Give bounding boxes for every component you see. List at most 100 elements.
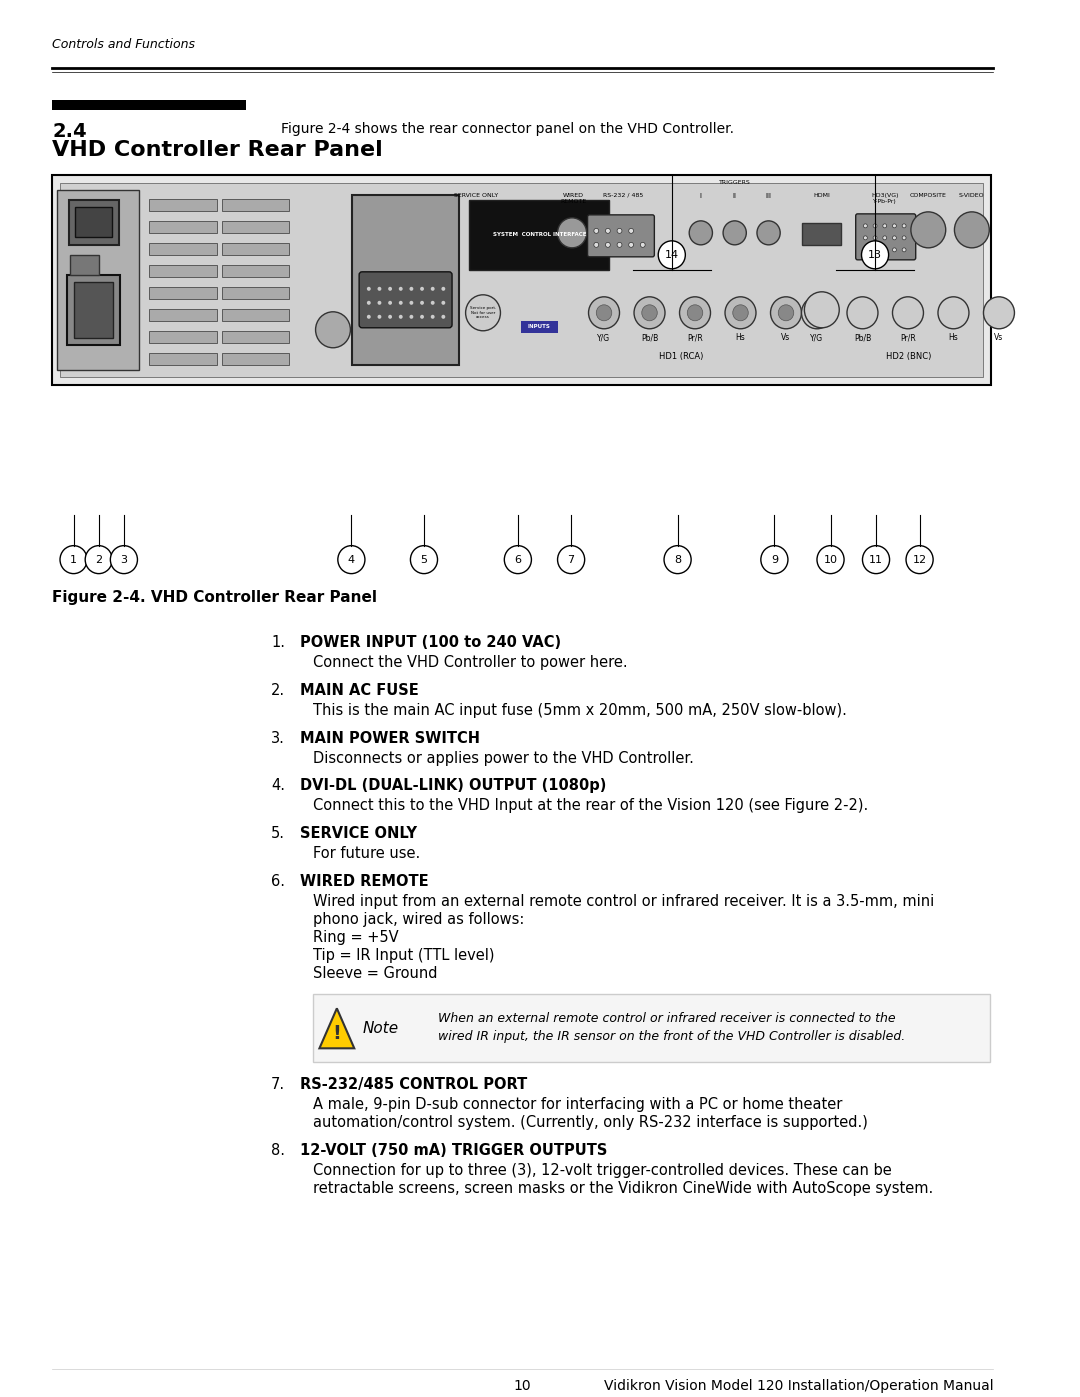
Text: 10: 10: [514, 1379, 531, 1393]
Circle shape: [338, 546, 365, 574]
Text: Sleeve = Ground: Sleeve = Ground: [312, 967, 437, 981]
Text: HD2 (BNC): HD2 (BNC): [887, 352, 932, 362]
Polygon shape: [320, 1009, 354, 1048]
Circle shape: [847, 296, 878, 328]
Text: WIRED
REMOTE: WIRED REMOTE: [559, 193, 586, 204]
Text: 14: 14: [664, 250, 679, 260]
Text: Pr/R: Pr/R: [900, 334, 916, 342]
Text: A male, 9-pin D-sub connector for interfacing with a PC or home theater: A male, 9-pin D-sub connector for interf…: [312, 1097, 842, 1112]
Circle shape: [937, 296, 969, 328]
Text: This is the main AC input fuse (5mm x 20mm, 500 mA, 250V slow-blow).: This is the main AC input fuse (5mm x 20…: [312, 703, 847, 718]
Circle shape: [442, 300, 445, 305]
Circle shape: [873, 236, 877, 240]
Text: HDMI: HDMI: [813, 193, 831, 198]
Circle shape: [873, 224, 877, 228]
FancyBboxPatch shape: [360, 272, 453, 328]
Circle shape: [388, 300, 392, 305]
Circle shape: [409, 300, 414, 305]
Circle shape: [882, 224, 887, 228]
Circle shape: [779, 305, 794, 321]
Text: Pr/R: Pr/R: [687, 334, 703, 342]
Circle shape: [679, 296, 711, 328]
Text: Y/G: Y/G: [810, 334, 824, 342]
Circle shape: [805, 292, 839, 328]
Text: wired IR input, the IR sensor on the front of the VHD Controller is disabled.: wired IR input, the IR sensor on the fro…: [438, 1030, 906, 1042]
Text: 10: 10: [824, 555, 837, 564]
Circle shape: [409, 286, 414, 291]
Text: RS-232/485 CONTROL PORT: RS-232/485 CONTROL PORT: [300, 1077, 527, 1092]
Text: INPUTS: INPUTS: [528, 324, 551, 330]
Circle shape: [689, 221, 713, 244]
Circle shape: [110, 546, 137, 574]
Circle shape: [378, 314, 381, 319]
Text: Connect this to the VHD Input at the rear of the Vision 120 (see Figure 2-2).: Connect this to the VHD Input at the rea…: [312, 799, 868, 813]
Bar: [73, 282, 113, 338]
Text: 12-VOLT (750 mA) TRIGGER OUTPUTS: 12-VOLT (750 mA) TRIGGER OUTPUTS: [300, 1143, 607, 1158]
Circle shape: [589, 296, 620, 328]
Circle shape: [725, 296, 756, 328]
Text: 12: 12: [913, 555, 927, 564]
Bar: [149, 198, 217, 211]
Text: SERVICE ONLY: SERVICE ONLY: [454, 193, 498, 198]
Text: 13: 13: [868, 250, 882, 260]
Text: POWER INPUT (100 to 240 VAC): POWER INPUT (100 to 240 VAC): [300, 634, 562, 650]
Bar: [221, 286, 289, 299]
Text: 2.: 2.: [271, 683, 285, 697]
Circle shape: [642, 305, 658, 321]
Circle shape: [902, 236, 906, 240]
Circle shape: [594, 228, 598, 233]
Text: WIRED REMOTE: WIRED REMOTE: [300, 875, 429, 890]
Circle shape: [431, 314, 434, 319]
Circle shape: [431, 300, 434, 305]
Bar: [149, 331, 217, 342]
Text: Hs: Hs: [735, 334, 745, 342]
Text: S-VIDEO: S-VIDEO: [959, 193, 985, 198]
Text: 1: 1: [70, 555, 77, 564]
Text: 2.4: 2.4: [52, 122, 86, 141]
Circle shape: [724, 221, 746, 244]
Circle shape: [596, 305, 611, 321]
Circle shape: [617, 228, 622, 233]
Circle shape: [760, 546, 788, 574]
Bar: [70, 254, 98, 275]
Circle shape: [420, 286, 424, 291]
Circle shape: [910, 212, 946, 247]
Circle shape: [757, 221, 780, 244]
Bar: [221, 309, 289, 321]
Circle shape: [902, 224, 906, 228]
Circle shape: [399, 314, 403, 319]
Text: Controls and Functions: Controls and Functions: [52, 38, 195, 50]
Circle shape: [863, 236, 867, 240]
FancyBboxPatch shape: [588, 215, 654, 257]
Circle shape: [892, 236, 896, 240]
Circle shape: [863, 247, 867, 251]
Bar: [802, 224, 841, 244]
Text: RS-232 / 485: RS-232 / 485: [604, 193, 644, 198]
Circle shape: [882, 247, 887, 251]
Circle shape: [367, 300, 370, 305]
Text: Connect the VHD Controller to power here.: Connect the VHD Controller to power here…: [312, 655, 627, 669]
Circle shape: [410, 546, 437, 574]
Circle shape: [60, 546, 87, 574]
Text: phono jack, wired as follows:: phono jack, wired as follows:: [312, 912, 524, 928]
Text: COMPOSITE: COMPOSITE: [909, 193, 947, 198]
Text: 3.: 3.: [271, 731, 285, 746]
Circle shape: [85, 546, 112, 574]
Circle shape: [863, 224, 867, 228]
Circle shape: [367, 286, 370, 291]
Circle shape: [388, 286, 392, 291]
Bar: [149, 286, 217, 299]
Circle shape: [399, 300, 403, 305]
Bar: [352, 194, 459, 365]
Circle shape: [378, 286, 381, 291]
Text: Note: Note: [363, 1021, 399, 1035]
Bar: [221, 198, 289, 211]
Text: II: II: [732, 193, 737, 198]
Text: I: I: [700, 193, 702, 198]
Text: 5.: 5.: [271, 827, 285, 841]
Text: For future use.: For future use.: [312, 847, 420, 862]
Text: Pb/B: Pb/B: [640, 334, 658, 342]
Bar: [221, 243, 289, 254]
Bar: [149, 353, 217, 365]
Text: Vidikron Vision Model 120 Installation/Operation Manual: Vidikron Vision Model 120 Installation/O…: [604, 1379, 994, 1393]
